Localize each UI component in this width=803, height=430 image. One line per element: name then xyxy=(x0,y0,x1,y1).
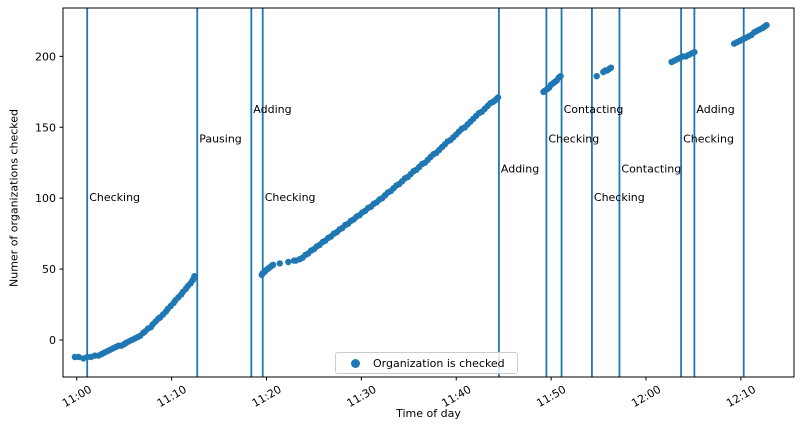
x-tick-label: 12:10 xyxy=(724,383,758,410)
event-label: Contacting xyxy=(564,103,624,116)
legend: Organization is checked xyxy=(335,352,518,374)
x-tick-label: 11:50 xyxy=(534,383,568,410)
y-axis-label: Numer of organizations checked xyxy=(7,109,21,287)
event-label: Checking xyxy=(548,133,599,146)
x-tick-label: 12:00 xyxy=(629,383,663,410)
y-tick-label: 100 xyxy=(35,192,56,205)
x-tick-label: 11:00 xyxy=(60,383,94,410)
y-tick-label: 150 xyxy=(35,121,56,134)
y-tick-label: 50 xyxy=(42,263,56,276)
event-label: Checking xyxy=(683,133,734,146)
scatter-point xyxy=(691,48,698,56)
scatter-point xyxy=(285,258,292,266)
scatter-point xyxy=(276,260,283,267)
legend-label: Organization is checked xyxy=(373,356,505,370)
scatter-point xyxy=(557,73,564,80)
event-label: Pausing xyxy=(199,133,242,146)
event-label: Contacting xyxy=(621,162,681,175)
scatter-point xyxy=(593,73,600,80)
scatter-point xyxy=(763,22,770,29)
y-tick-label: 200 xyxy=(35,50,56,63)
y-tick-label: 0 xyxy=(49,334,56,347)
scatter-point xyxy=(191,273,198,280)
scatter-point xyxy=(269,261,277,268)
legend-marker-icon xyxy=(351,358,360,368)
event-label: Adding xyxy=(253,103,291,116)
scatter-point xyxy=(607,64,615,71)
event-label: Checking xyxy=(89,191,140,204)
x-tick-label: 11:30 xyxy=(345,383,379,410)
plot-border xyxy=(62,7,795,378)
event-label: Adding xyxy=(696,103,734,116)
x-axis-label: Time of day xyxy=(396,407,461,420)
x-tick-label: 11:20 xyxy=(250,383,284,410)
scatter-point xyxy=(494,94,502,101)
x-tick-label: 11:10 xyxy=(155,383,189,410)
event-label: Adding xyxy=(501,162,539,175)
event-label: Checking xyxy=(594,191,645,204)
x-tick-label: 11:40 xyxy=(440,383,474,410)
event-label: Checking xyxy=(265,191,316,204)
